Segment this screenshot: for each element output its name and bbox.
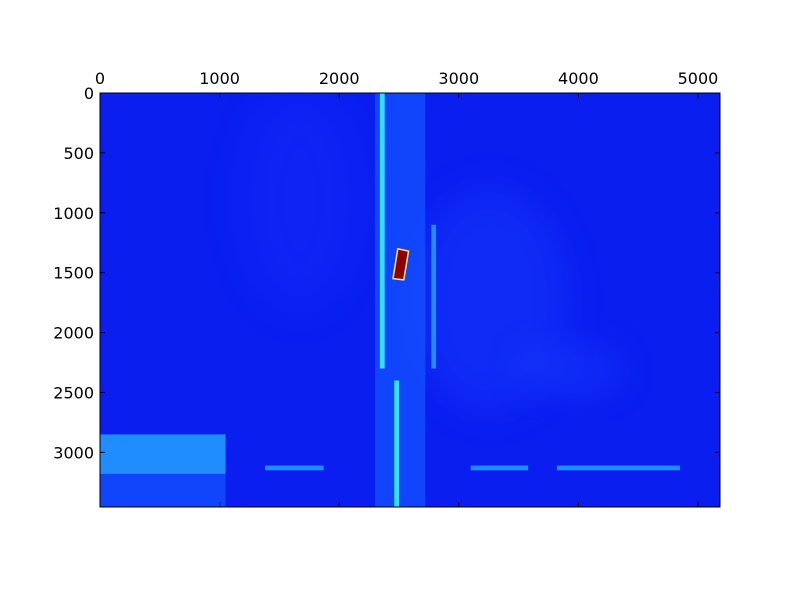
x-tick-label: 3000 — [438, 69, 479, 88]
y-tick-label: 3000 — [53, 443, 94, 462]
faint-glow-right — [415, 190, 565, 410]
y-tick-label: 1500 — [53, 264, 94, 283]
y-tick-label: 2000 — [53, 324, 94, 343]
x-tick-label: 0 — [95, 69, 105, 88]
x-axis: 0 1000 2000 3000 4000 5000 — [95, 69, 718, 507]
x-tick-label: 1000 — [199, 69, 240, 88]
hot-spot — [392, 247, 410, 281]
y-tick-label: 2500 — [53, 383, 94, 402]
y-tick-label: 0 — [84, 84, 94, 103]
heatmap-features — [100, 93, 681, 507]
bottom-strip-2 — [470, 465, 529, 471]
y-tick-label: 1000 — [53, 204, 94, 223]
bottom-left-block — [100, 434, 226, 474]
lower-vertical-line — [394, 380, 399, 507]
y-tick-label: 500 — [63, 144, 94, 163]
plot-area — [100, 93, 720, 507]
bottom-strip-3 — [556, 465, 681, 471]
faint-glow-upper-left — [240, 93, 360, 310]
plot-frame — [99, 92, 721, 508]
y-axis: 0 500 1000 1500 2000 2500 3000 — [53, 84, 720, 462]
bottom-left-lower-block — [100, 473, 226, 507]
bright-right-edge-line — [431, 224, 437, 369]
x-tick-label: 4000 — [558, 69, 599, 88]
bottom-strip-1 — [265, 465, 324, 471]
bright-left-edge-line — [379, 93, 385, 369]
faint-glow-lower-right — [520, 345, 620, 395]
x-tick-label: 5000 — [678, 69, 719, 88]
x-tick-label: 2000 — [319, 69, 360, 88]
